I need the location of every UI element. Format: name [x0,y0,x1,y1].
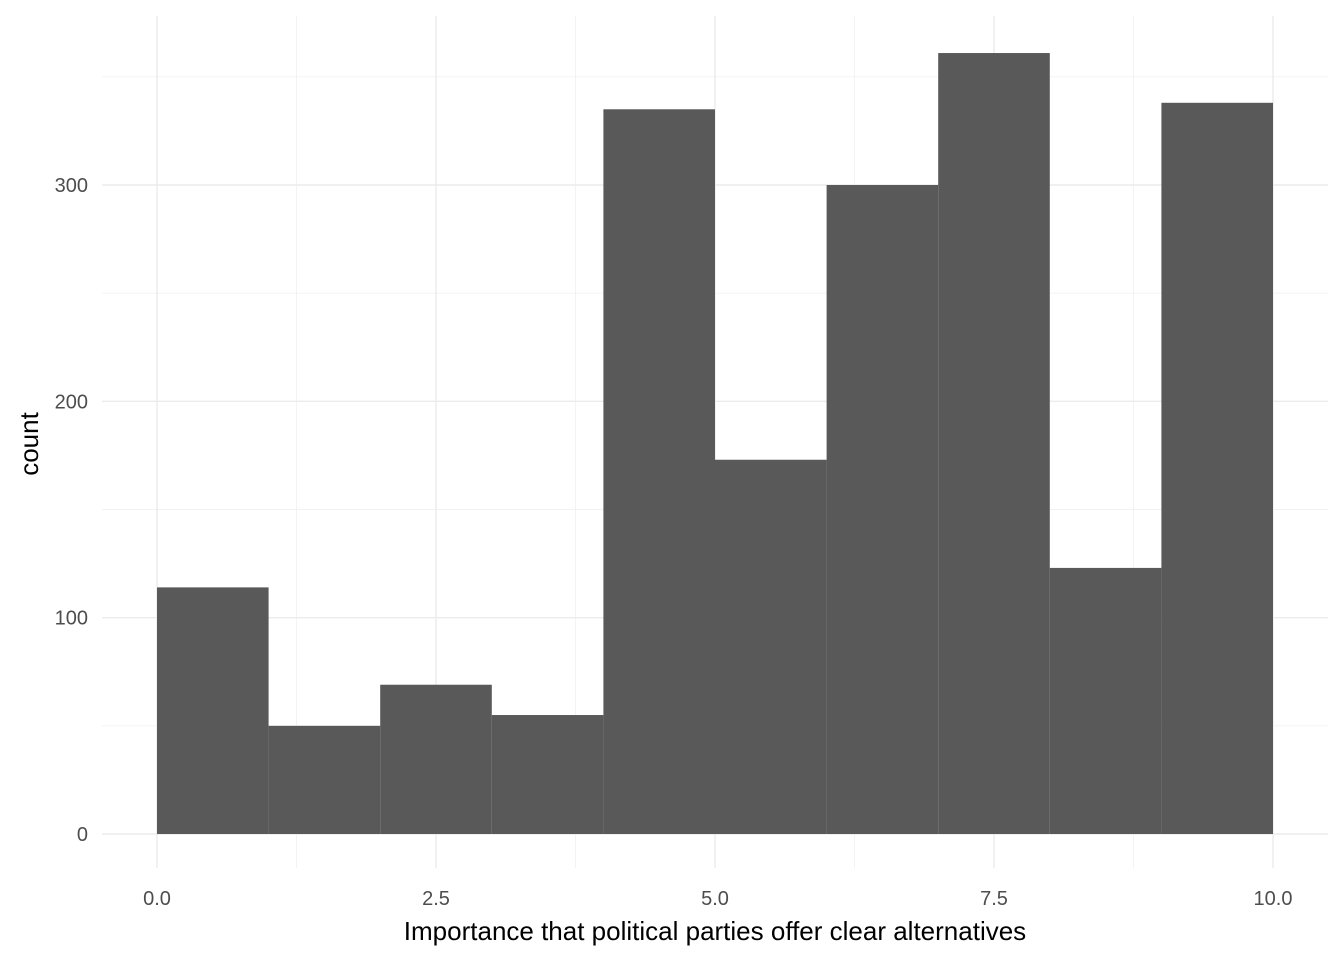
x-tick-label: 7.5 [980,888,1008,910]
histogram-bar [603,109,715,835]
x-tick-label: 5.0 [701,888,729,910]
histogram-bar [1049,567,1162,834]
histogram-bar [715,459,827,834]
x-tick-label: 2.5 [422,888,450,910]
histogram-bar [491,715,604,834]
histogram-bar [938,53,1050,834]
histogram-bar [1161,102,1273,834]
x-axis-title: Importance that political parties offer … [404,916,1026,946]
y-axis-title: count [14,411,44,475]
histogram-bar [268,725,381,834]
y-tick-label: 300 [55,175,88,197]
x-axis-tick-labels: 0.0 2.5 5.0 7.5 10.0 [143,888,1292,910]
histogram-bar [826,185,939,834]
histogram-bar [157,587,269,834]
histogram-bars [157,53,1273,835]
x-tick-label: 10.0 [1254,888,1293,910]
y-tick-label: 0 [77,824,88,846]
x-tick-label: 0.0 [143,888,171,910]
y-tick-label: 200 [55,391,88,413]
y-axis-tick-labels: 0 100 200 300 [55,175,88,846]
y-tick-label: 100 [55,608,88,630]
histogram-bar [380,684,492,834]
